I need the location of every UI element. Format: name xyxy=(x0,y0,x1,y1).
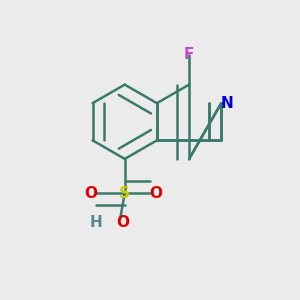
Text: F: F xyxy=(184,47,194,62)
Text: O: O xyxy=(149,186,162,201)
Text: N: N xyxy=(220,96,233,111)
Text: O: O xyxy=(85,186,98,201)
Text: O: O xyxy=(117,215,130,230)
Text: S: S xyxy=(119,186,130,201)
Text: H: H xyxy=(90,215,103,230)
